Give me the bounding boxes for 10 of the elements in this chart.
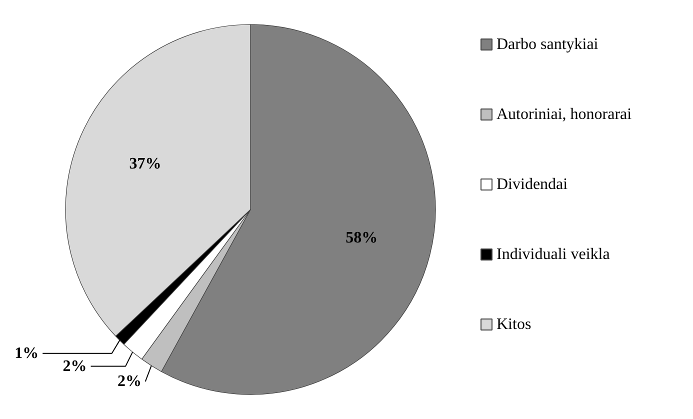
legend-label: Darbo santykiai: [496, 36, 599, 53]
data-label: 2%: [62, 358, 87, 375]
data-label: 37%: [129, 155, 162, 172]
legend-label: Individuali veikla: [496, 246, 610, 263]
legend-label: Kitos: [496, 316, 532, 333]
legend-label: Dividendai: [496, 176, 568, 193]
data-label: 1%: [14, 344, 39, 362]
data-label: 2%: [117, 372, 142, 390]
data-label: 58%: [346, 230, 378, 247]
legend-label: Autoriniai, honorarai: [496, 106, 632, 123]
